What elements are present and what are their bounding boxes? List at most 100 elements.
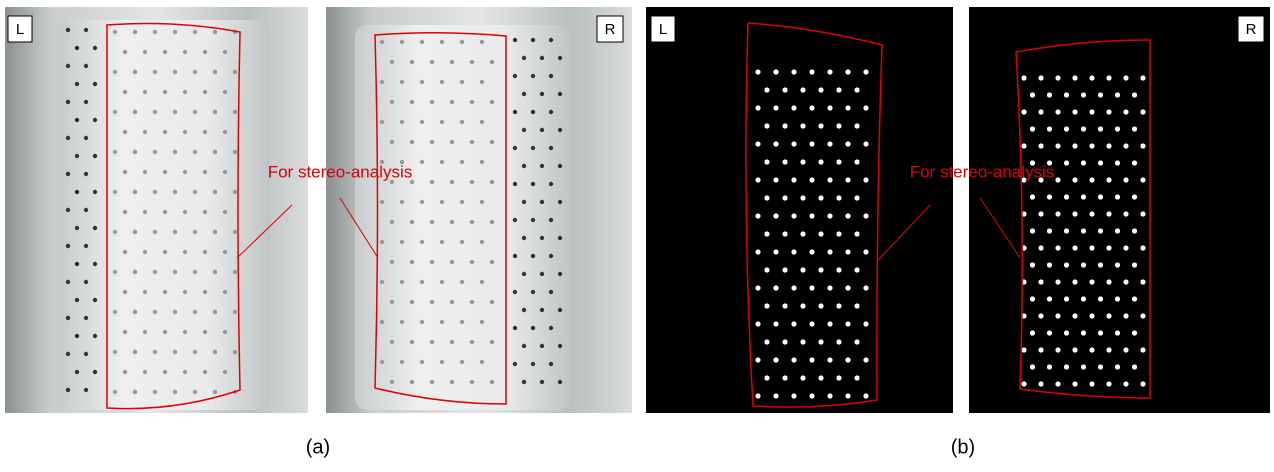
dot bbox=[513, 326, 517, 330]
dot bbox=[1038, 381, 1043, 386]
dot bbox=[66, 316, 70, 320]
dot bbox=[540, 344, 544, 348]
dot bbox=[809, 393, 814, 398]
dot bbox=[430, 180, 434, 184]
dot bbox=[233, 350, 237, 354]
dot bbox=[480, 160, 484, 164]
dot bbox=[430, 340, 434, 344]
dot bbox=[800, 159, 805, 164]
dot bbox=[84, 244, 88, 248]
dot bbox=[827, 69, 832, 74]
dot bbox=[84, 28, 88, 32]
dot bbox=[513, 74, 517, 78]
dot bbox=[522, 344, 526, 348]
dot bbox=[863, 285, 868, 290]
dot bbox=[163, 370, 167, 374]
dot bbox=[531, 146, 535, 150]
dot bbox=[66, 280, 70, 284]
dot bbox=[183, 90, 187, 94]
dot bbox=[791, 213, 796, 218]
dot bbox=[113, 190, 117, 194]
dot bbox=[1106, 211, 1111, 216]
dot bbox=[522, 236, 526, 240]
dot bbox=[183, 50, 187, 54]
dot bbox=[123, 250, 127, 254]
dot bbox=[75, 190, 79, 194]
dot bbox=[410, 260, 414, 264]
dot bbox=[513, 38, 517, 42]
dot bbox=[1115, 92, 1120, 97]
dot bbox=[845, 249, 850, 254]
dot bbox=[193, 230, 197, 234]
dot bbox=[410, 100, 414, 104]
dot bbox=[809, 105, 814, 110]
dot bbox=[1064, 262, 1069, 267]
dot bbox=[809, 213, 814, 218]
dot bbox=[764, 195, 769, 200]
dot bbox=[558, 344, 562, 348]
dot bbox=[193, 190, 197, 194]
dot bbox=[380, 40, 384, 44]
dot bbox=[193, 350, 197, 354]
dot bbox=[513, 362, 517, 366]
dot bbox=[153, 190, 157, 194]
dot bbox=[854, 159, 859, 164]
dot bbox=[800, 123, 805, 128]
dot bbox=[450, 60, 454, 64]
dot bbox=[450, 180, 454, 184]
dot bbox=[390, 100, 394, 104]
dot bbox=[1081, 126, 1086, 131]
dot bbox=[1089, 109, 1094, 114]
dot bbox=[540, 128, 544, 132]
dot bbox=[75, 46, 79, 50]
dot bbox=[450, 260, 454, 264]
binary-left bbox=[646, 7, 953, 413]
dot bbox=[755, 393, 760, 398]
dot bbox=[113, 150, 117, 154]
dot bbox=[430, 60, 434, 64]
dot bbox=[173, 30, 177, 34]
dot bbox=[1064, 92, 1069, 97]
dot bbox=[410, 60, 414, 64]
dot bbox=[203, 370, 207, 374]
dot bbox=[113, 310, 117, 314]
dot bbox=[490, 260, 494, 264]
dot bbox=[93, 190, 97, 194]
dot bbox=[213, 70, 217, 74]
dot bbox=[531, 182, 535, 186]
dot bbox=[1021, 381, 1026, 386]
dot bbox=[123, 370, 127, 374]
dot bbox=[558, 92, 562, 96]
dot bbox=[470, 300, 474, 304]
dot bbox=[470, 260, 474, 264]
dot bbox=[390, 300, 394, 304]
dot bbox=[450, 300, 454, 304]
dot bbox=[470, 180, 474, 184]
dot bbox=[1072, 381, 1077, 386]
dot bbox=[1038, 143, 1043, 148]
dot bbox=[1047, 364, 1052, 369]
dot bbox=[84, 208, 88, 212]
dot bbox=[531, 290, 535, 294]
dot bbox=[764, 303, 769, 308]
dot bbox=[390, 260, 394, 264]
dot bbox=[531, 74, 535, 78]
dot bbox=[163, 330, 167, 334]
dot bbox=[513, 290, 517, 294]
dot bbox=[1123, 75, 1128, 80]
dot bbox=[66, 352, 70, 356]
dot bbox=[1038, 279, 1043, 284]
dot bbox=[1064, 126, 1069, 131]
dot bbox=[549, 110, 553, 114]
dot bbox=[163, 50, 167, 54]
dot bbox=[420, 40, 424, 44]
dot bbox=[173, 310, 177, 314]
dot bbox=[549, 146, 553, 150]
dot bbox=[1123, 279, 1128, 284]
dot bbox=[863, 393, 868, 398]
dot bbox=[782, 87, 787, 92]
dot bbox=[800, 267, 805, 272]
dot bbox=[84, 280, 88, 284]
dot bbox=[223, 90, 227, 94]
dot bbox=[800, 303, 805, 308]
